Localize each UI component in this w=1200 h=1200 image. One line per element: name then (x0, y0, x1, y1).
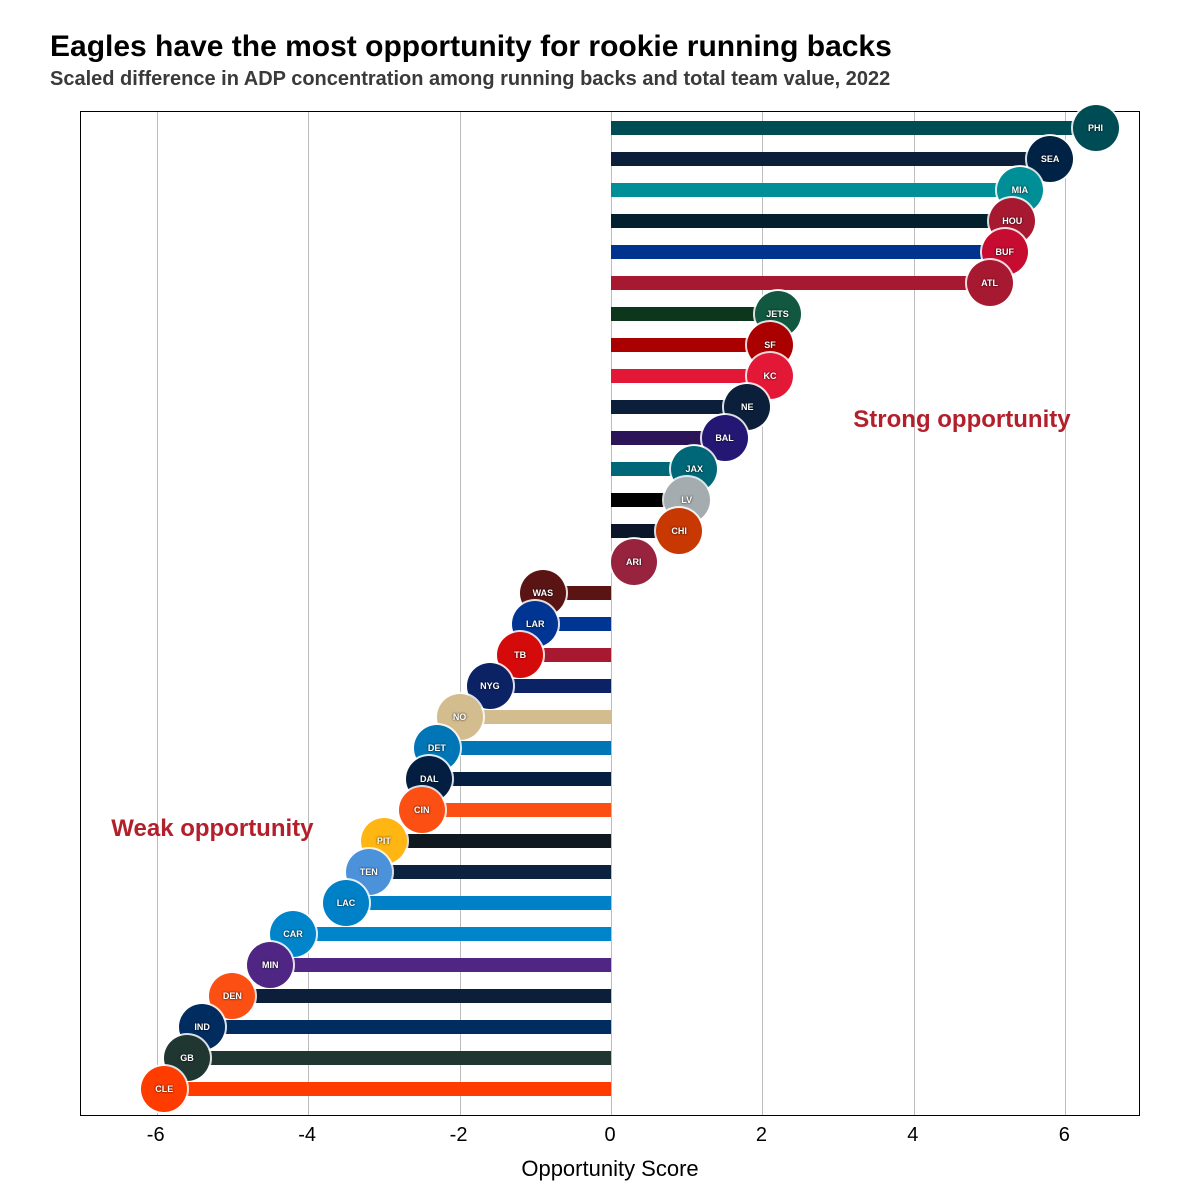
bar (520, 648, 611, 662)
bar (611, 555, 634, 569)
bar (202, 1020, 611, 1034)
x-axis-label: Opportunity Score (521, 1156, 698, 1182)
gridline (762, 112, 763, 1115)
x-tick-label: 2 (756, 1124, 767, 1147)
bar (611, 400, 747, 414)
bar (460, 710, 611, 724)
bar (437, 741, 611, 755)
x-tick-label: -2 (450, 1124, 468, 1147)
x-tick-label: 6 (1059, 1124, 1070, 1147)
bar (611, 307, 778, 321)
annotation-label: Weak opportunity (111, 815, 313, 843)
x-tick-label: -4 (298, 1124, 316, 1147)
gridline (611, 112, 612, 1115)
bar (611, 214, 1012, 228)
bar (611, 338, 770, 352)
gridline (157, 112, 158, 1115)
bar (490, 679, 611, 693)
bar (164, 1082, 611, 1096)
annotation-label: Strong opportunity (853, 406, 1070, 434)
x-tick-label: -6 (147, 1124, 165, 1147)
chart-area: PHISEAMIAHOUBUFATLJETSSFKCNEBALJAXLVCHIA… (50, 111, 1150, 1196)
x-tick-label: 0 (604, 1124, 615, 1147)
bar (369, 865, 611, 879)
bar (422, 803, 611, 817)
chart-subtitle: Scaled difference in ADP concentration a… (50, 68, 1150, 91)
chart-title: Eagles have the most opportunity for roo… (50, 30, 1150, 64)
bar (611, 152, 1050, 166)
gridline (1065, 112, 1066, 1115)
bar (611, 183, 1020, 197)
bar (270, 958, 611, 972)
bar (611, 276, 990, 290)
bar (611, 524, 679, 538)
x-tick-label: 4 (907, 1124, 918, 1147)
bar (611, 493, 687, 507)
bar (232, 989, 611, 1003)
bar (429, 772, 611, 786)
bar (535, 617, 611, 631)
plot-frame: PHISEAMIAHOUBUFATLJETSSFKCNEBALJAXLVCHIA… (80, 111, 1140, 1116)
bar (611, 369, 770, 383)
gridline (914, 112, 915, 1115)
bar (293, 927, 611, 941)
chart-container: Eagles have the most opportunity for roo… (0, 0, 1200, 1200)
bar (611, 462, 694, 476)
bar (611, 121, 1096, 135)
bar (611, 431, 725, 445)
bar (384, 834, 611, 848)
bar (611, 245, 1005, 259)
bar (543, 586, 611, 600)
bar (187, 1051, 611, 1065)
bar (346, 896, 611, 910)
